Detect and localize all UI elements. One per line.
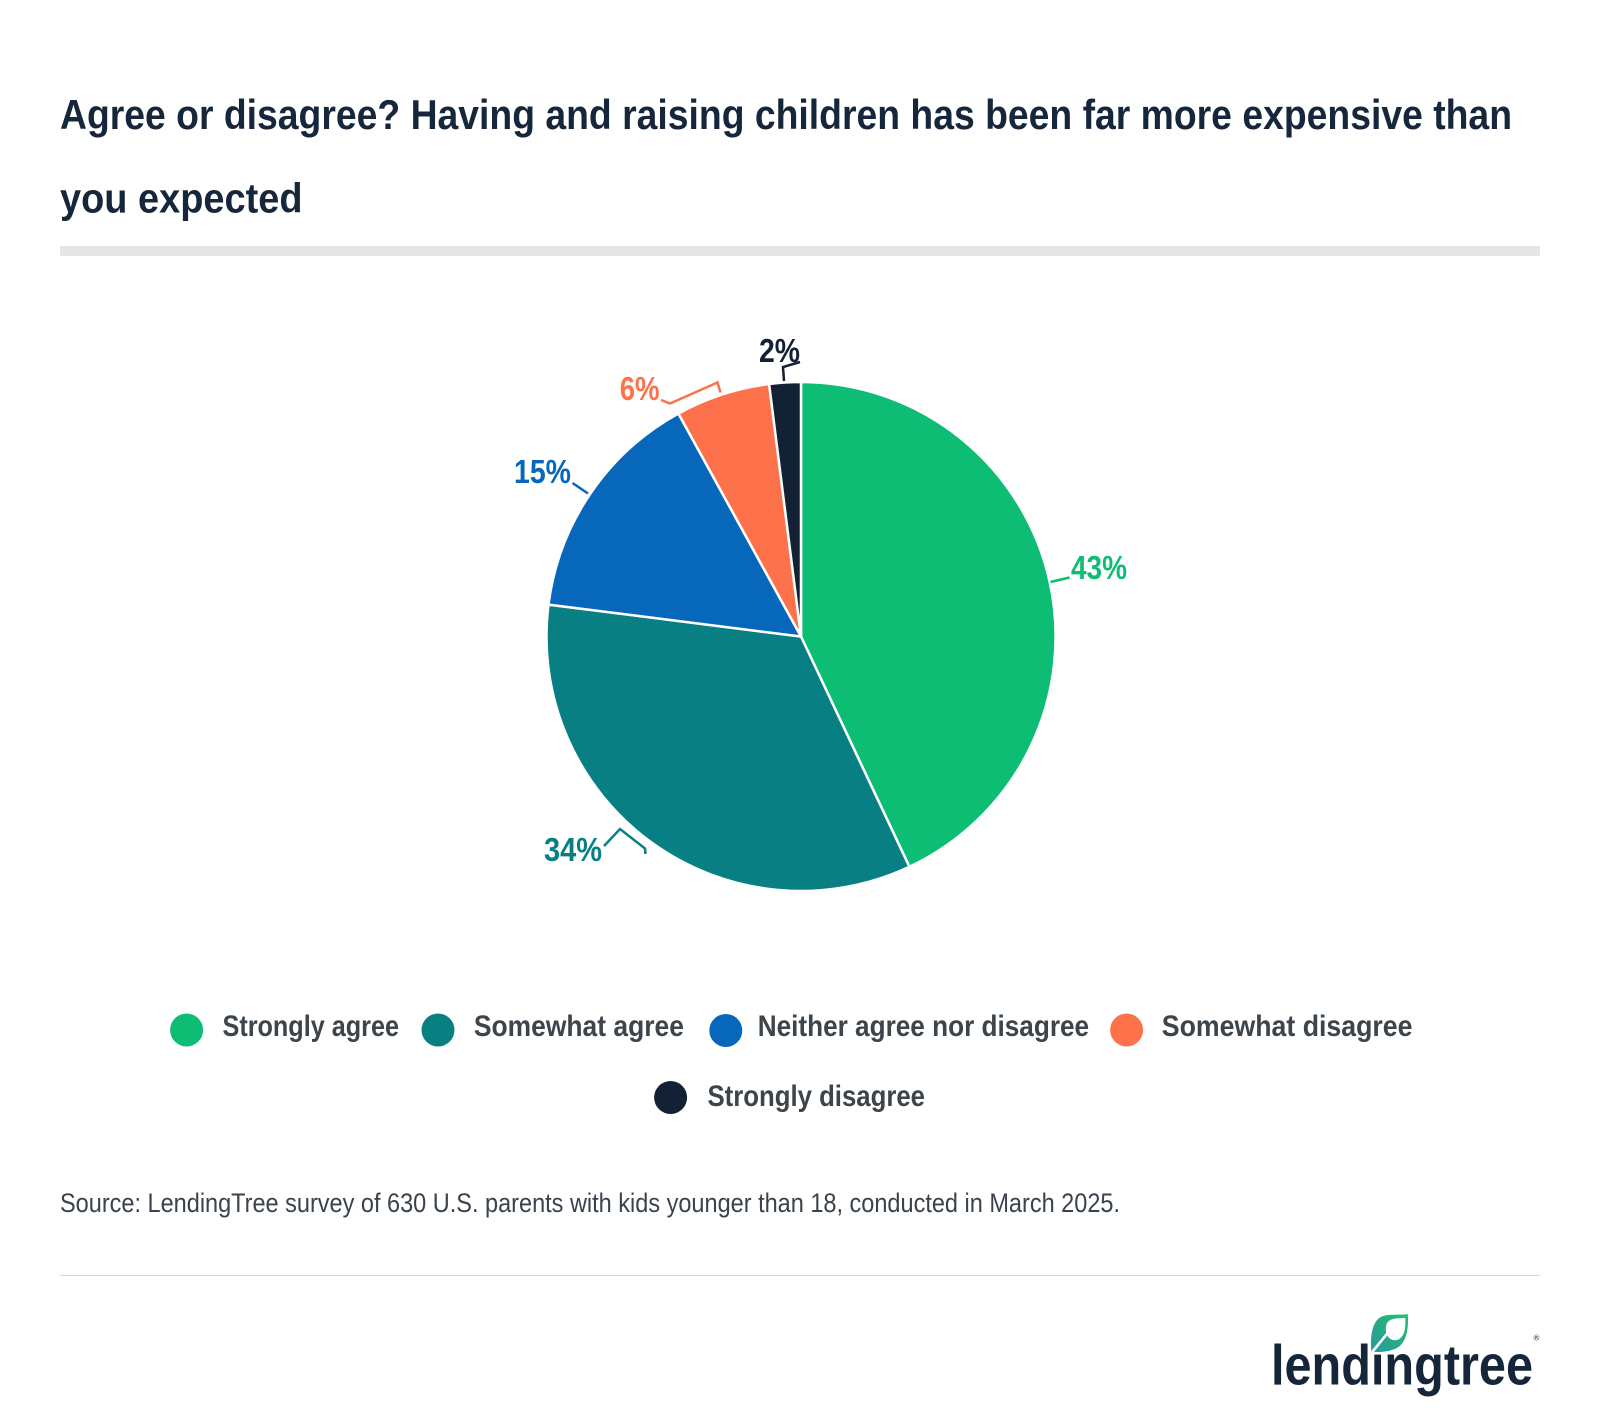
svg-text:Somewhat disagree: Somewhat disagree: [1162, 1010, 1413, 1043]
svg-text:43%: 43%: [1071, 549, 1127, 586]
svg-text:you expected: you expected: [60, 175, 303, 222]
svg-text:Source: LendingTree survey of: Source: LendingTree survey of 630 U.S. p…: [60, 1188, 1120, 1218]
svg-text:Strongly disagree: Strongly disagree: [708, 1080, 926, 1113]
svg-text:Agree or disagree? Having and: Agree or disagree? Having and raising ch…: [60, 91, 1512, 138]
svg-text:Somewhat agree: Somewhat agree: [474, 1010, 684, 1043]
svg-text:lendıngtree: lendıngtree: [1271, 1333, 1533, 1397]
svg-text:34%: 34%: [544, 831, 602, 868]
svg-text:Strongly agree: Strongly agree: [223, 1010, 400, 1043]
svg-text:Neither agree nor disagree: Neither agree nor disagree: [758, 1010, 1089, 1043]
svg-text:®: ®: [1534, 1334, 1540, 1343]
svg-text:6%: 6%: [620, 370, 660, 407]
svg-text:15%: 15%: [514, 453, 571, 490]
svg-text:2%: 2%: [759, 332, 800, 369]
